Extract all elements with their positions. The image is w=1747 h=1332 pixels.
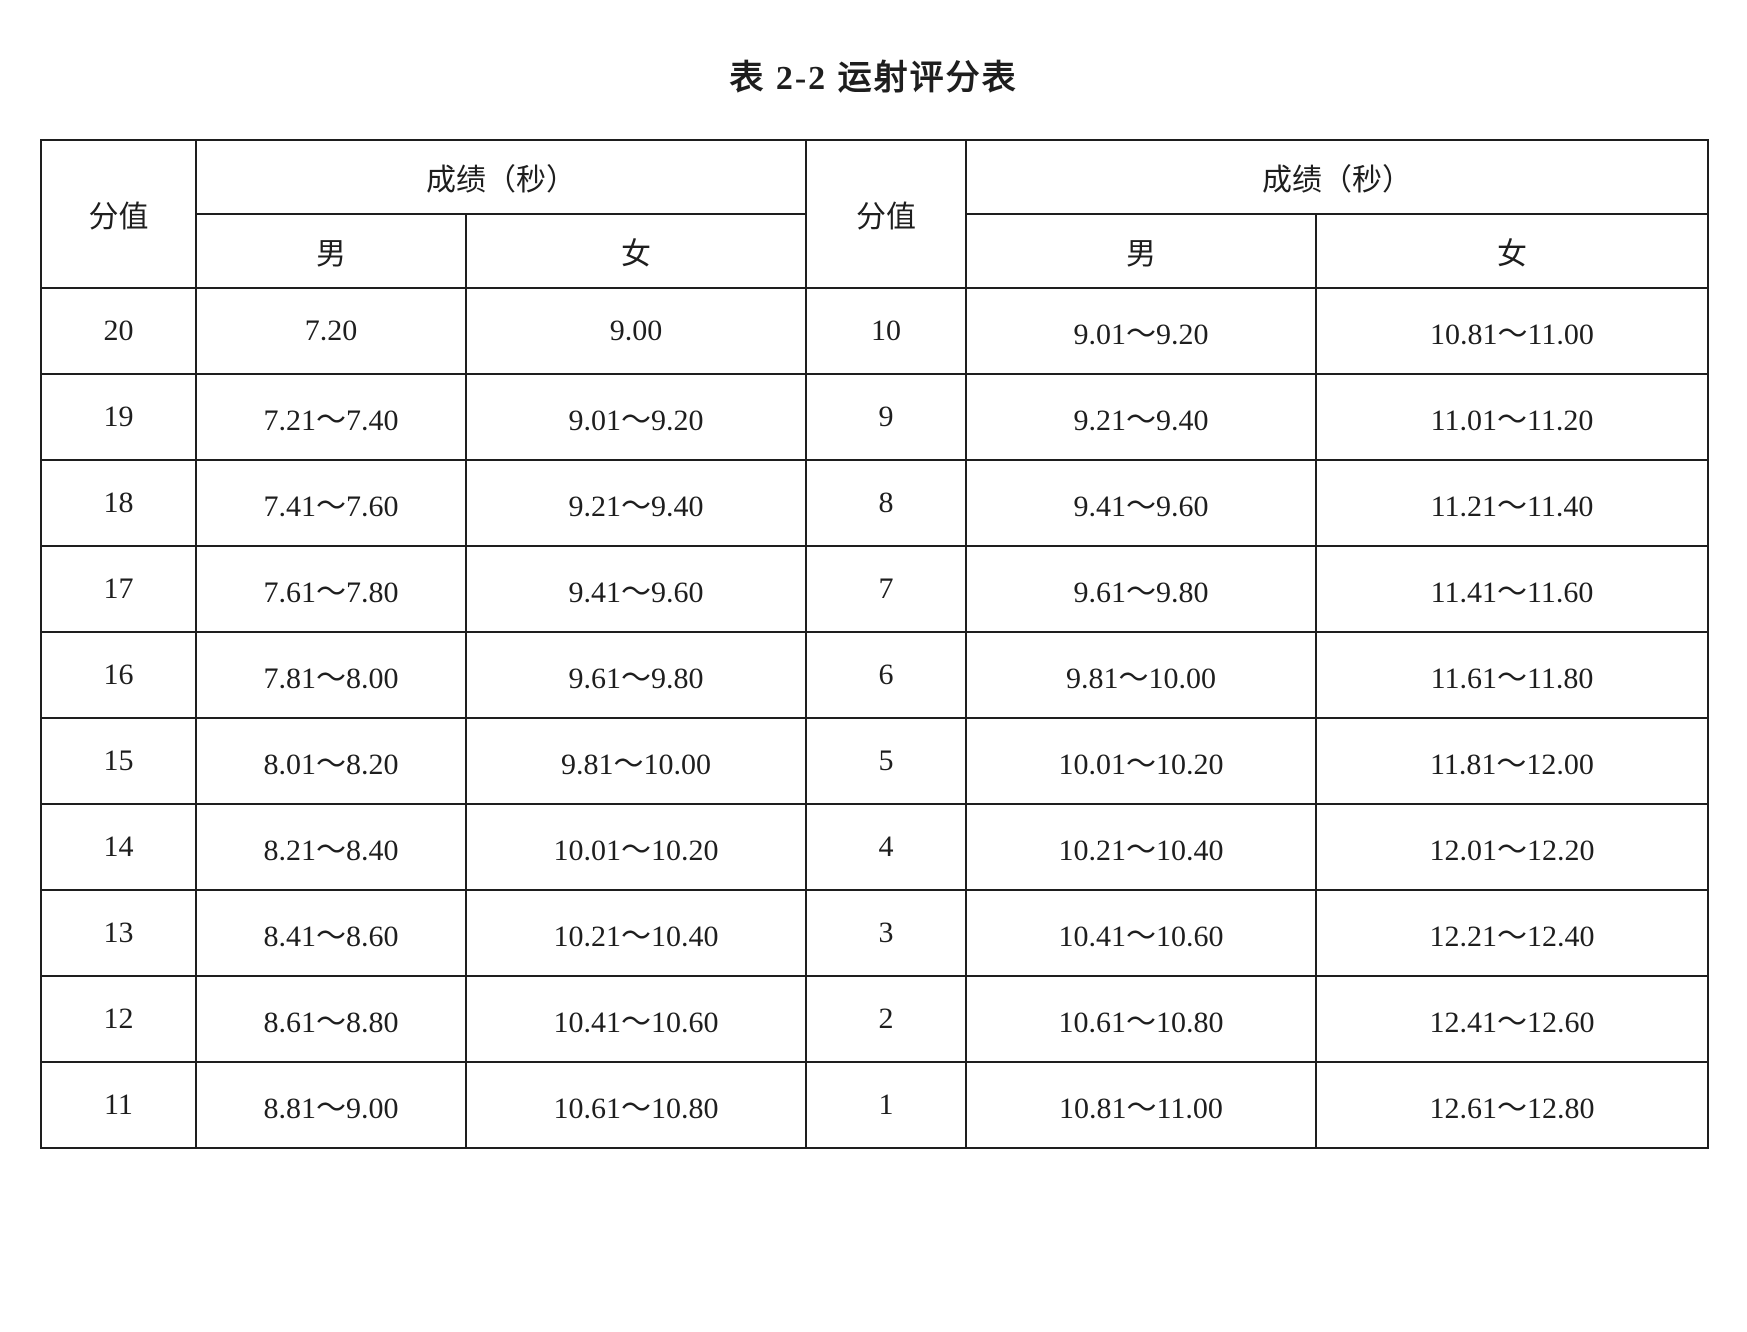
cell-female1: 10.61～10.80 bbox=[466, 1062, 806, 1148]
cell-female1: 9.61～9.80 bbox=[466, 632, 806, 718]
header-score-2: 分值 bbox=[806, 140, 966, 288]
cell-male2: 9.81～10.00 bbox=[966, 632, 1316, 718]
page-container: 表 2-2 运射评分表 分值 成绩（秒） 分值 成绩（秒） 男 女 男 女 bbox=[40, 50, 1707, 1149]
cell-female2: 11.21～11.40 bbox=[1316, 460, 1708, 546]
table-row: 187.41～7.609.21～9.4089.41～9.6011.21～11.4… bbox=[41, 460, 1708, 546]
cell-female2: 12.41～12.60 bbox=[1316, 976, 1708, 1062]
cell-male2: 10.61～10.80 bbox=[966, 976, 1316, 1062]
cell-score1: 18 bbox=[41, 460, 196, 546]
cell-score2: 3 bbox=[806, 890, 966, 976]
table-row: 158.01～8.209.81～10.00510.01～10.2011.81～1… bbox=[41, 718, 1708, 804]
cell-male2: 10.41～10.60 bbox=[966, 890, 1316, 976]
table-row: 197.21～7.409.01～9.2099.21～9.4011.01～11.2… bbox=[41, 374, 1708, 460]
cell-male1: 8.21～8.40 bbox=[196, 804, 466, 890]
table-row: 177.61～7.809.41～9.6079.61～9.8011.41～11.6… bbox=[41, 546, 1708, 632]
cell-female1: 9.00 bbox=[466, 288, 806, 374]
cell-male2: 10.81～11.00 bbox=[966, 1062, 1316, 1148]
cell-male1: 8.41～8.60 bbox=[196, 890, 466, 976]
scoring-table: 分值 成绩（秒） 分值 成绩（秒） 男 女 男 女 207.209.00109.… bbox=[40, 139, 1709, 1149]
cell-score2: 10 bbox=[806, 288, 966, 374]
cell-score2: 5 bbox=[806, 718, 966, 804]
cell-female2: 10.81～11.00 bbox=[1316, 288, 1708, 374]
header-male-1: 男 bbox=[196, 214, 466, 288]
cell-male1: 7.41～7.60 bbox=[196, 460, 466, 546]
header-perf-2: 成绩（秒） bbox=[966, 140, 1708, 214]
cell-female2: 12.21～12.40 bbox=[1316, 890, 1708, 976]
table-title: 表 2-2 运射评分表 bbox=[40, 50, 1707, 99]
cell-female1: 9.81～10.00 bbox=[466, 718, 806, 804]
table-body: 207.209.00109.01～9.2010.81～11.00197.21～7… bbox=[41, 288, 1708, 1148]
cell-score1: 16 bbox=[41, 632, 196, 718]
header-perf-1: 成绩（秒） bbox=[196, 140, 806, 214]
table-row: 167.81～8.009.61～9.8069.81～10.0011.61～11.… bbox=[41, 632, 1708, 718]
cell-score1: 11 bbox=[41, 1062, 196, 1148]
cell-score1: 12 bbox=[41, 976, 196, 1062]
cell-score1: 20 bbox=[41, 288, 196, 374]
cell-female1: 9.01～9.20 bbox=[466, 374, 806, 460]
header-male-2: 男 bbox=[966, 214, 1316, 288]
cell-male2: 9.01～9.20 bbox=[966, 288, 1316, 374]
header-row-1: 分值 成绩（秒） 分值 成绩（秒） bbox=[41, 140, 1708, 214]
cell-female2: 12.01～12.20 bbox=[1316, 804, 1708, 890]
cell-score1: 13 bbox=[41, 890, 196, 976]
cell-score2: 6 bbox=[806, 632, 966, 718]
cell-female1: 9.41～9.60 bbox=[466, 546, 806, 632]
cell-score2: 7 bbox=[806, 546, 966, 632]
cell-male1: 7.81～8.00 bbox=[196, 632, 466, 718]
cell-score2: 1 bbox=[806, 1062, 966, 1148]
table-row: 118.81～9.0010.61～10.80110.81～11.0012.61～… bbox=[41, 1062, 1708, 1148]
cell-male2: 9.41～9.60 bbox=[966, 460, 1316, 546]
cell-male1: 8.01～8.20 bbox=[196, 718, 466, 804]
cell-score1: 17 bbox=[41, 546, 196, 632]
cell-male1: 8.81～9.00 bbox=[196, 1062, 466, 1148]
table-row: 207.209.00109.01～9.2010.81～11.00 bbox=[41, 288, 1708, 374]
table-row: 138.41～8.6010.21～10.40310.41～10.6012.21～… bbox=[41, 890, 1708, 976]
cell-female2: 11.61～11.80 bbox=[1316, 632, 1708, 718]
cell-male2: 9.21～9.40 bbox=[966, 374, 1316, 460]
cell-male1: 7.21～7.40 bbox=[196, 374, 466, 460]
cell-score2: 2 bbox=[806, 976, 966, 1062]
cell-score1: 19 bbox=[41, 374, 196, 460]
cell-male2: 9.61～9.80 bbox=[966, 546, 1316, 632]
cell-male2: 10.01～10.20 bbox=[966, 718, 1316, 804]
cell-female1: 10.21～10.40 bbox=[466, 890, 806, 976]
cell-score1: 15 bbox=[41, 718, 196, 804]
cell-male2: 10.21～10.40 bbox=[966, 804, 1316, 890]
cell-score2: 4 bbox=[806, 804, 966, 890]
header-female-2: 女 bbox=[1316, 214, 1708, 288]
cell-male1: 7.61～7.80 bbox=[196, 546, 466, 632]
cell-female2: 11.01～11.20 bbox=[1316, 374, 1708, 460]
cell-female1: 9.21～9.40 bbox=[466, 460, 806, 546]
cell-female1: 10.01～10.20 bbox=[466, 804, 806, 890]
cell-score2: 8 bbox=[806, 460, 966, 546]
header-female-1: 女 bbox=[466, 214, 806, 288]
cell-female1: 10.41～10.60 bbox=[466, 976, 806, 1062]
table-row: 148.21～8.4010.01～10.20410.21～10.4012.01～… bbox=[41, 804, 1708, 890]
cell-female2: 11.81～12.00 bbox=[1316, 718, 1708, 804]
cell-female2: 11.41～11.60 bbox=[1316, 546, 1708, 632]
cell-female2: 12.61～12.80 bbox=[1316, 1062, 1708, 1148]
table-row: 128.61～8.8010.41～10.60210.61～10.8012.41～… bbox=[41, 976, 1708, 1062]
header-score-1: 分值 bbox=[41, 140, 196, 288]
cell-male1: 8.61～8.80 bbox=[196, 976, 466, 1062]
cell-score1: 14 bbox=[41, 804, 196, 890]
cell-male1: 7.20 bbox=[196, 288, 466, 374]
table-header: 分值 成绩（秒） 分值 成绩（秒） 男 女 男 女 bbox=[41, 140, 1708, 288]
cell-score2: 9 bbox=[806, 374, 966, 460]
